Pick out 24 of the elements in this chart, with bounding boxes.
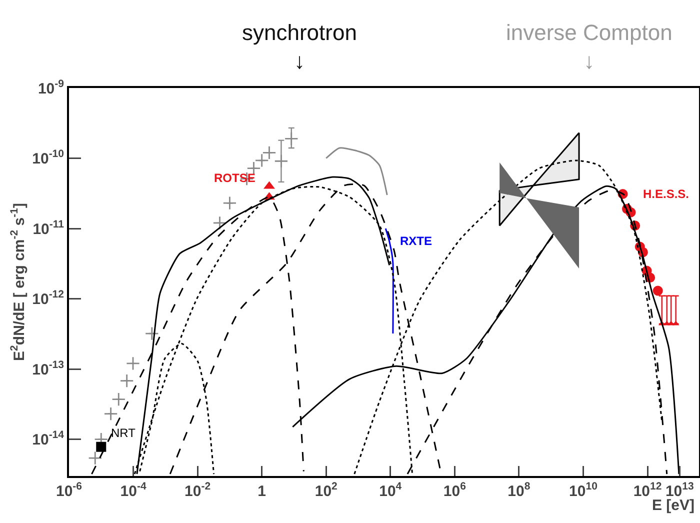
x-tick-label: 10$^{4}$ [379, 480, 402, 500]
text: synchrotron ↓ [242, 20, 357, 74]
x-tick-label: 10$^{12}$ [633, 480, 662, 500]
series-label: ROTSE [214, 171, 256, 185]
x-tick-label: 10$^{2}$ [314, 480, 338, 500]
series-label: RXTE [400, 234, 432, 248]
y-tick-label: 10$^{-14}$ [32, 429, 64, 449]
x-tick-label: 10$^{-6}$ [56, 480, 82, 500]
x-tick-label: 1 [258, 483, 266, 500]
x-tick-label: 10$^{6}$ [443, 480, 466, 500]
series-label: NRT [111, 426, 136, 440]
y-tick-label: 10$^{-13}$ [32, 358, 64, 378]
x-tick-label: 10$^{-2}$ [184, 480, 211, 500]
text: inverse Compton ↓ [506, 20, 672, 74]
x-axis-title: E [eV] [652, 497, 695, 514]
y-tick-label: 10$^{-11}$ [32, 218, 64, 238]
y-tick-label: 10$^{-12}$ [32, 288, 64, 308]
y-tick-label: 10$^{-9}$ [38, 78, 64, 98]
y-tick-label: 10$^{-10}$ [32, 148, 64, 168]
series-label: H.E.S.S. [643, 187, 690, 201]
x-tick-label: 10$^{10}$ [569, 480, 598, 500]
x-tick-label: 10$^{13}$ [665, 480, 694, 500]
x-tick-label: 10$^{-4}$ [120, 480, 146, 500]
x-tick-label: 10$^{8}$ [508, 480, 530, 500]
